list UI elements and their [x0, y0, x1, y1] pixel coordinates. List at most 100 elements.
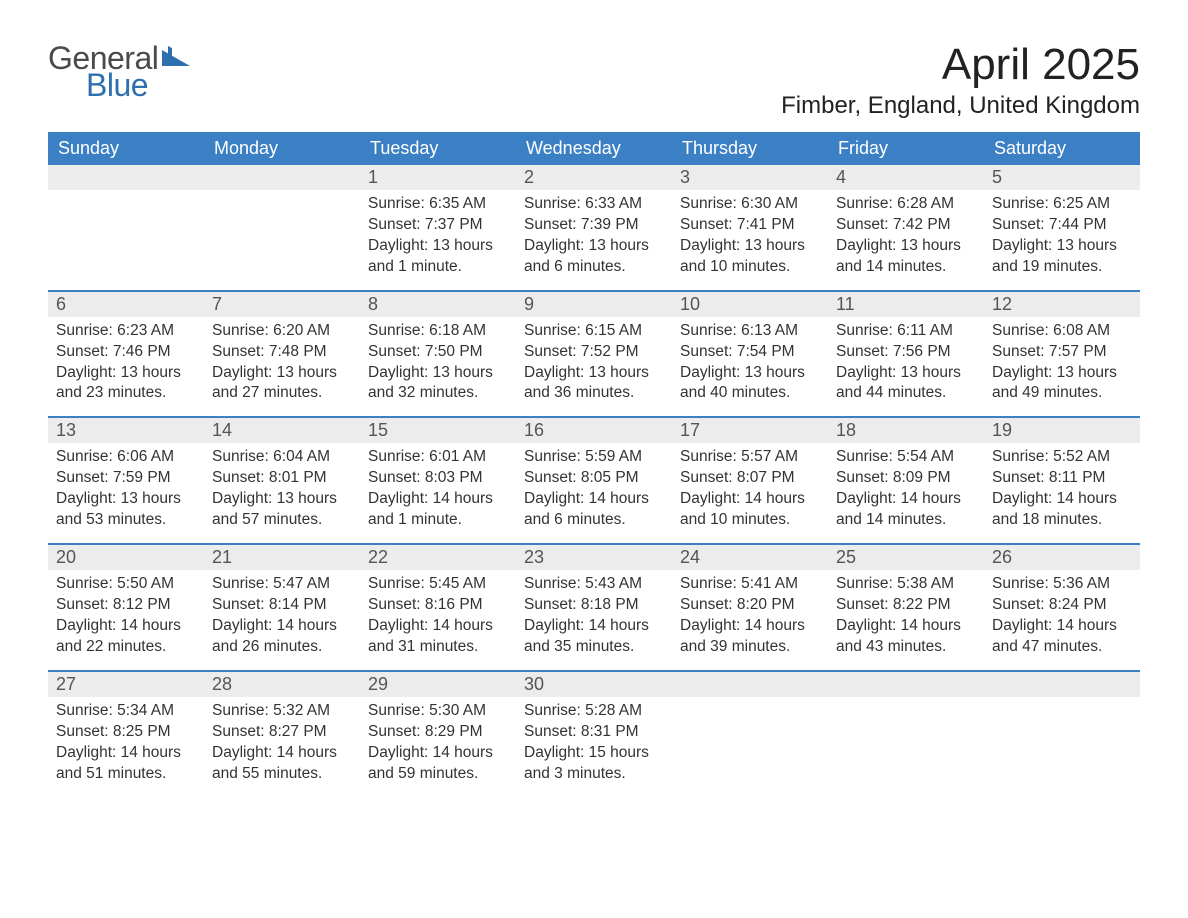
daylight-text: Daylight: 14 hours and 35 minutes.: [524, 616, 666, 658]
sunrise-text: Sunrise: 6:04 AM: [212, 447, 354, 468]
day-number: 1: [360, 165, 516, 190]
sunset-text: Sunset: 7:37 PM: [368, 215, 510, 236]
daylight-text: Daylight: 14 hours and 47 minutes.: [992, 616, 1134, 658]
sunset-text: Sunset: 7:54 PM: [680, 342, 822, 363]
sunrise-text: Sunrise: 5:28 AM: [524, 701, 666, 722]
day-body: Sunrise: 6:20 AMSunset: 7:48 PMDaylight:…: [204, 321, 360, 405]
day-cell: 3Sunrise: 6:30 AMSunset: 7:41 PMDaylight…: [672, 165, 828, 288]
weekday-header: Wednesday: [516, 132, 672, 165]
daylight-text: Daylight: 14 hours and 31 minutes.: [368, 616, 510, 658]
sunrise-text: Sunrise: 6:25 AM: [992, 194, 1134, 215]
day-body: Sunrise: 6:15 AMSunset: 7:52 PMDaylight:…: [516, 321, 672, 405]
day-cell: 23Sunrise: 5:43 AMSunset: 8:18 PMDayligh…: [516, 545, 672, 668]
sunset-text: Sunset: 8:14 PM: [212, 595, 354, 616]
sunset-text: Sunset: 8:09 PM: [836, 468, 978, 489]
daylight-text: Daylight: 13 hours and 53 minutes.: [56, 489, 198, 531]
day-number: [828, 672, 984, 697]
sunrise-text: Sunrise: 5:54 AM: [836, 447, 978, 468]
day-cell: 18Sunrise: 5:54 AMSunset: 8:09 PMDayligh…: [828, 418, 984, 541]
sunset-text: Sunset: 7:57 PM: [992, 342, 1134, 363]
day-cell: 10Sunrise: 6:13 AMSunset: 7:54 PMDayligh…: [672, 292, 828, 415]
day-body: Sunrise: 5:57 AMSunset: 8:07 PMDaylight:…: [672, 447, 828, 531]
daylight-text: Daylight: 14 hours and 1 minute.: [368, 489, 510, 531]
day-number: [984, 672, 1140, 697]
day-body: Sunrise: 5:28 AMSunset: 8:31 PMDaylight:…: [516, 701, 672, 785]
day-cell: 6 Sunrise: 6:23 AMSunset: 7:46 PMDaylight…: [48, 292, 204, 415]
daylight-text: Daylight: 14 hours and 6 minutes.: [524, 489, 666, 531]
day-cell: 8Sunrise: 6:18 AMSunset: 7:50 PMDaylight…: [360, 292, 516, 415]
sunset-text: Sunset: 8:12 PM: [56, 595, 198, 616]
day-number: 2: [516, 165, 672, 190]
day-cell: 1 Sunrise: 6:35 AMSunset: 7:37 PMDaylight…: [360, 165, 516, 288]
header-block: General Blue April 2025 Fimber, England,…: [48, 40, 1140, 120]
daylight-text: Daylight: 14 hours and 22 minutes.: [56, 616, 198, 658]
sunset-text: Sunset: 7:46 PM: [56, 342, 198, 363]
day-number: 21: [204, 545, 360, 570]
sunrise-text: Sunrise: 5:57 AM: [680, 447, 822, 468]
daylight-text: Daylight: 13 hours and 14 minutes.: [836, 236, 978, 278]
day-cell: 11Sunrise: 6:11 AMSunset: 7:56 PMDayligh…: [828, 292, 984, 415]
week-row: 1Sunrise: 6:35 AMSunset: 7:37 PMDaylight…: [48, 165, 1140, 288]
daylight-text: Daylight: 13 hours and 57 minutes.: [212, 489, 354, 531]
day-body: Sunrise: 6:33 AMSunset: 7:39 PMDaylight:…: [516, 194, 672, 278]
sunset-text: Sunset: 8:11 PM: [992, 468, 1134, 489]
sunrise-text: Sunrise: 5:50 AM: [56, 574, 198, 595]
daylight-text: Daylight: 14 hours and 26 minutes.: [212, 616, 354, 658]
day-number: 14: [204, 418, 360, 443]
week-row: 27Sunrise: 5:34 AMSunset: 8:25 PMDayligh…: [48, 670, 1140, 795]
day-number: 10: [672, 292, 828, 317]
daylight-text: Daylight: 13 hours and 32 minutes.: [368, 363, 510, 405]
day-cell: 25 Sunrise: 5:38 AMSunset: 8:22 PMDayligh…: [828, 545, 984, 668]
location-text: Fimber, England, United Kingdom: [781, 92, 1140, 120]
day-number: 28: [204, 672, 360, 697]
daylight-text: Daylight: 13 hours and 27 minutes.: [212, 363, 354, 405]
day-cell: 26Sunrise: 5:36 AMSunset: 8:24 PMDayligh…: [984, 545, 1140, 668]
daylight-text: Daylight: 13 hours and 49 minutes.: [992, 363, 1134, 405]
day-number: 6: [48, 292, 204, 317]
month-title: April 2025: [781, 40, 1140, 90]
sunrise-text: Sunrise: 5:34 AM: [56, 701, 198, 722]
day-number: 7: [204, 292, 360, 317]
sunset-text: Sunset: 7:48 PM: [212, 342, 354, 363]
day-body: Sunrise: 6:01 AMSunset: 8:03 PMDaylight:…: [360, 447, 516, 531]
daylight-text: Daylight: 14 hours and 59 minutes.: [368, 743, 510, 785]
day-body: Sunrise: 6:11 AMSunset: 7:56 PMDaylight:…: [828, 321, 984, 405]
daylight-text: Daylight: 14 hours and 51 minutes.: [56, 743, 198, 785]
sunset-text: Sunset: 8:05 PM: [524, 468, 666, 489]
week-row: 6Sunrise: 6:23 AMSunset: 7:46 PMDaylight…: [48, 290, 1140, 415]
daylight-text: Daylight: 13 hours and 1 minute.: [368, 236, 510, 278]
sunrise-text: Sunrise: 5:38 AM: [836, 574, 978, 595]
day-number: 15: [360, 418, 516, 443]
daylight-text: Daylight: 14 hours and 55 minutes.: [212, 743, 354, 785]
day-cell: 7 Sunrise: 6:20 AMSunset: 7:48 PMDaylight…: [204, 292, 360, 415]
day-number: 25: [828, 545, 984, 570]
day-body: Sunrise: 5:43 AMSunset: 8:18 PMDaylight:…: [516, 574, 672, 658]
day-body: Sunrise: 5:30 AMSunset: 8:29 PMDaylight:…: [360, 701, 516, 785]
day-body: Sunrise: 5:38 AMSunset: 8:22 PMDaylight:…: [828, 574, 984, 658]
day-cell: 13Sunrise: 6:06 AMSunset: 7:59 PMDayligh…: [48, 418, 204, 541]
day-body: Sunrise: 5:34 AMSunset: 8:25 PMDaylight:…: [48, 701, 204, 785]
daylight-text: Daylight: 14 hours and 18 minutes.: [992, 489, 1134, 531]
day-body: Sunrise: 6:06 AMSunset: 7:59 PMDaylight:…: [48, 447, 204, 531]
sunrise-text: Sunrise: 6:23 AM: [56, 321, 198, 342]
day-body: Sunrise: 5:50 AMSunset: 8:12 PMDaylight:…: [48, 574, 204, 658]
day-body: Sunrise: 5:36 AMSunset: 8:24 PMDaylight:…: [984, 574, 1140, 658]
day-cell: 4Sunrise: 6:28 AMSunset: 7:42 PMDaylight…: [828, 165, 984, 288]
title-block: April 2025 Fimber, England, United Kingd…: [781, 40, 1140, 120]
day-number: 18: [828, 418, 984, 443]
weekday-header: Tuesday: [360, 132, 516, 165]
sunrise-text: Sunrise: 6:35 AM: [368, 194, 510, 215]
sunset-text: Sunset: 8:07 PM: [680, 468, 822, 489]
day-cell: 29Sunrise: 5:30 AMSunset: 8:29 PMDayligh…: [360, 672, 516, 795]
sunset-text: Sunset: 8:22 PM: [836, 595, 978, 616]
sunrise-text: Sunrise: 5:30 AM: [368, 701, 510, 722]
week-row: 20Sunrise: 5:50 AMSunset: 8:12 PMDayligh…: [48, 543, 1140, 668]
day-cell: [204, 165, 360, 288]
day-body: Sunrise: 5:47 AMSunset: 8:14 PMDaylight:…: [204, 574, 360, 658]
day-body: Sunrise: 6:23 AMSunset: 7:46 PMDaylight:…: [48, 321, 204, 405]
day-number: [204, 165, 360, 190]
day-cell: 22Sunrise: 5:45 AMSunset: 8:16 PMDayligh…: [360, 545, 516, 668]
weekday-header: Friday: [828, 132, 984, 165]
day-number: 19: [984, 418, 1140, 443]
daylight-text: Daylight: 13 hours and 10 minutes.: [680, 236, 822, 278]
